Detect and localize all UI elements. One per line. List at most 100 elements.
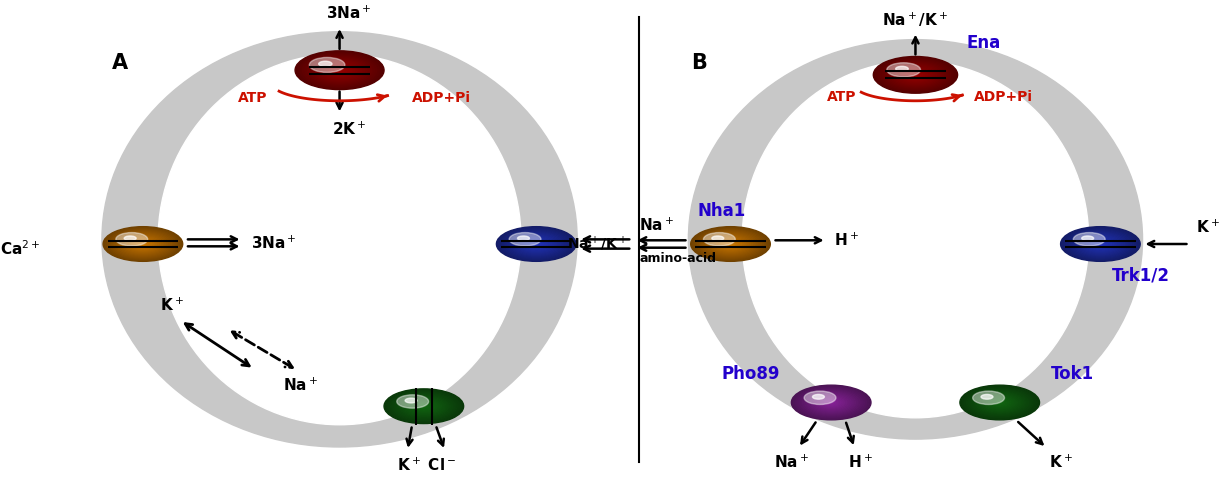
Ellipse shape (723, 241, 737, 247)
Ellipse shape (966, 388, 1032, 417)
Text: Trk1/2: Trk1/2 (1112, 267, 1170, 284)
Ellipse shape (977, 393, 1021, 412)
Ellipse shape (911, 73, 921, 77)
Ellipse shape (110, 229, 177, 259)
Ellipse shape (890, 64, 942, 86)
Ellipse shape (1063, 228, 1138, 261)
Ellipse shape (972, 391, 1004, 404)
Ellipse shape (315, 59, 364, 81)
Ellipse shape (712, 236, 748, 252)
Ellipse shape (422, 405, 427, 407)
Ellipse shape (1091, 240, 1110, 248)
Ellipse shape (337, 69, 342, 71)
Text: ATP: ATP (238, 91, 267, 105)
Ellipse shape (700, 230, 761, 258)
Ellipse shape (726, 242, 734, 246)
Ellipse shape (1076, 233, 1124, 255)
Ellipse shape (875, 57, 955, 92)
Ellipse shape (384, 389, 463, 424)
Ellipse shape (991, 399, 1009, 406)
Ellipse shape (391, 392, 457, 421)
Ellipse shape (134, 240, 152, 248)
Ellipse shape (123, 235, 163, 253)
Ellipse shape (417, 403, 430, 409)
Text: Na$^+$: Na$^+$ (283, 377, 319, 394)
Ellipse shape (825, 400, 837, 405)
Ellipse shape (121, 234, 166, 254)
Ellipse shape (136, 241, 150, 247)
Ellipse shape (698, 229, 764, 259)
Text: ADP+Pi: ADP+Pi (973, 90, 1034, 104)
Ellipse shape (1098, 243, 1102, 245)
Ellipse shape (510, 232, 563, 256)
Ellipse shape (102, 32, 577, 447)
Text: 3Na$^+$: 3Na$^+$ (250, 234, 297, 252)
Ellipse shape (300, 53, 379, 87)
Ellipse shape (115, 233, 147, 246)
Ellipse shape (695, 228, 766, 260)
Ellipse shape (711, 235, 750, 253)
Ellipse shape (322, 63, 357, 78)
Ellipse shape (969, 389, 1031, 416)
Ellipse shape (720, 239, 742, 249)
Ellipse shape (1094, 241, 1107, 247)
Ellipse shape (501, 228, 571, 260)
Ellipse shape (913, 74, 918, 76)
Ellipse shape (508, 231, 565, 257)
Ellipse shape (141, 243, 145, 245)
Ellipse shape (1068, 229, 1134, 259)
Ellipse shape (984, 396, 1015, 409)
Text: K$^+$: K$^+$ (1048, 454, 1073, 471)
Text: Na$^+$: Na$^+$ (774, 454, 809, 471)
Ellipse shape (981, 394, 993, 399)
Ellipse shape (330, 66, 349, 75)
Ellipse shape (1060, 227, 1140, 261)
Text: K$^+$: K$^+$ (161, 296, 184, 314)
Ellipse shape (798, 388, 864, 417)
Ellipse shape (386, 390, 461, 423)
Ellipse shape (1073, 233, 1105, 246)
Ellipse shape (499, 228, 574, 261)
Ellipse shape (701, 231, 759, 257)
Ellipse shape (514, 234, 558, 254)
Ellipse shape (308, 56, 371, 84)
Ellipse shape (325, 64, 354, 76)
Ellipse shape (901, 69, 929, 81)
Ellipse shape (888, 63, 944, 87)
Ellipse shape (803, 390, 859, 415)
Text: Ena: Ena (967, 34, 1002, 52)
Ellipse shape (305, 55, 374, 85)
Ellipse shape (318, 61, 362, 80)
Text: amino-acid: amino-acid (639, 252, 716, 265)
Ellipse shape (132, 239, 154, 249)
Ellipse shape (521, 237, 552, 251)
Ellipse shape (908, 72, 922, 78)
Text: ATP: ATP (828, 90, 857, 104)
Ellipse shape (993, 400, 1007, 405)
Ellipse shape (1069, 230, 1132, 258)
Ellipse shape (987, 397, 1013, 408)
Text: K$^+$: K$^+$ (1197, 218, 1220, 236)
Ellipse shape (397, 395, 450, 418)
Ellipse shape (818, 397, 845, 408)
Ellipse shape (298, 52, 381, 88)
Text: 2K$^+$: 2K$^+$ (332, 120, 367, 138)
Ellipse shape (688, 40, 1143, 439)
Text: H$^+$: H$^+$ (834, 232, 858, 249)
Ellipse shape (965, 387, 1035, 418)
Ellipse shape (742, 61, 1089, 418)
Ellipse shape (327, 65, 352, 76)
Ellipse shape (509, 233, 541, 246)
Ellipse shape (791, 385, 870, 420)
Text: Nha1: Nha1 (698, 202, 745, 219)
Ellipse shape (722, 240, 739, 248)
Text: 3Na$^+$: 3Na$^+$ (326, 4, 371, 22)
Ellipse shape (899, 68, 932, 82)
Ellipse shape (826, 401, 836, 404)
Text: B: B (691, 53, 707, 73)
Ellipse shape (392, 393, 455, 420)
Ellipse shape (980, 394, 1020, 411)
Ellipse shape (878, 58, 953, 91)
Ellipse shape (405, 398, 417, 403)
Ellipse shape (704, 233, 736, 246)
